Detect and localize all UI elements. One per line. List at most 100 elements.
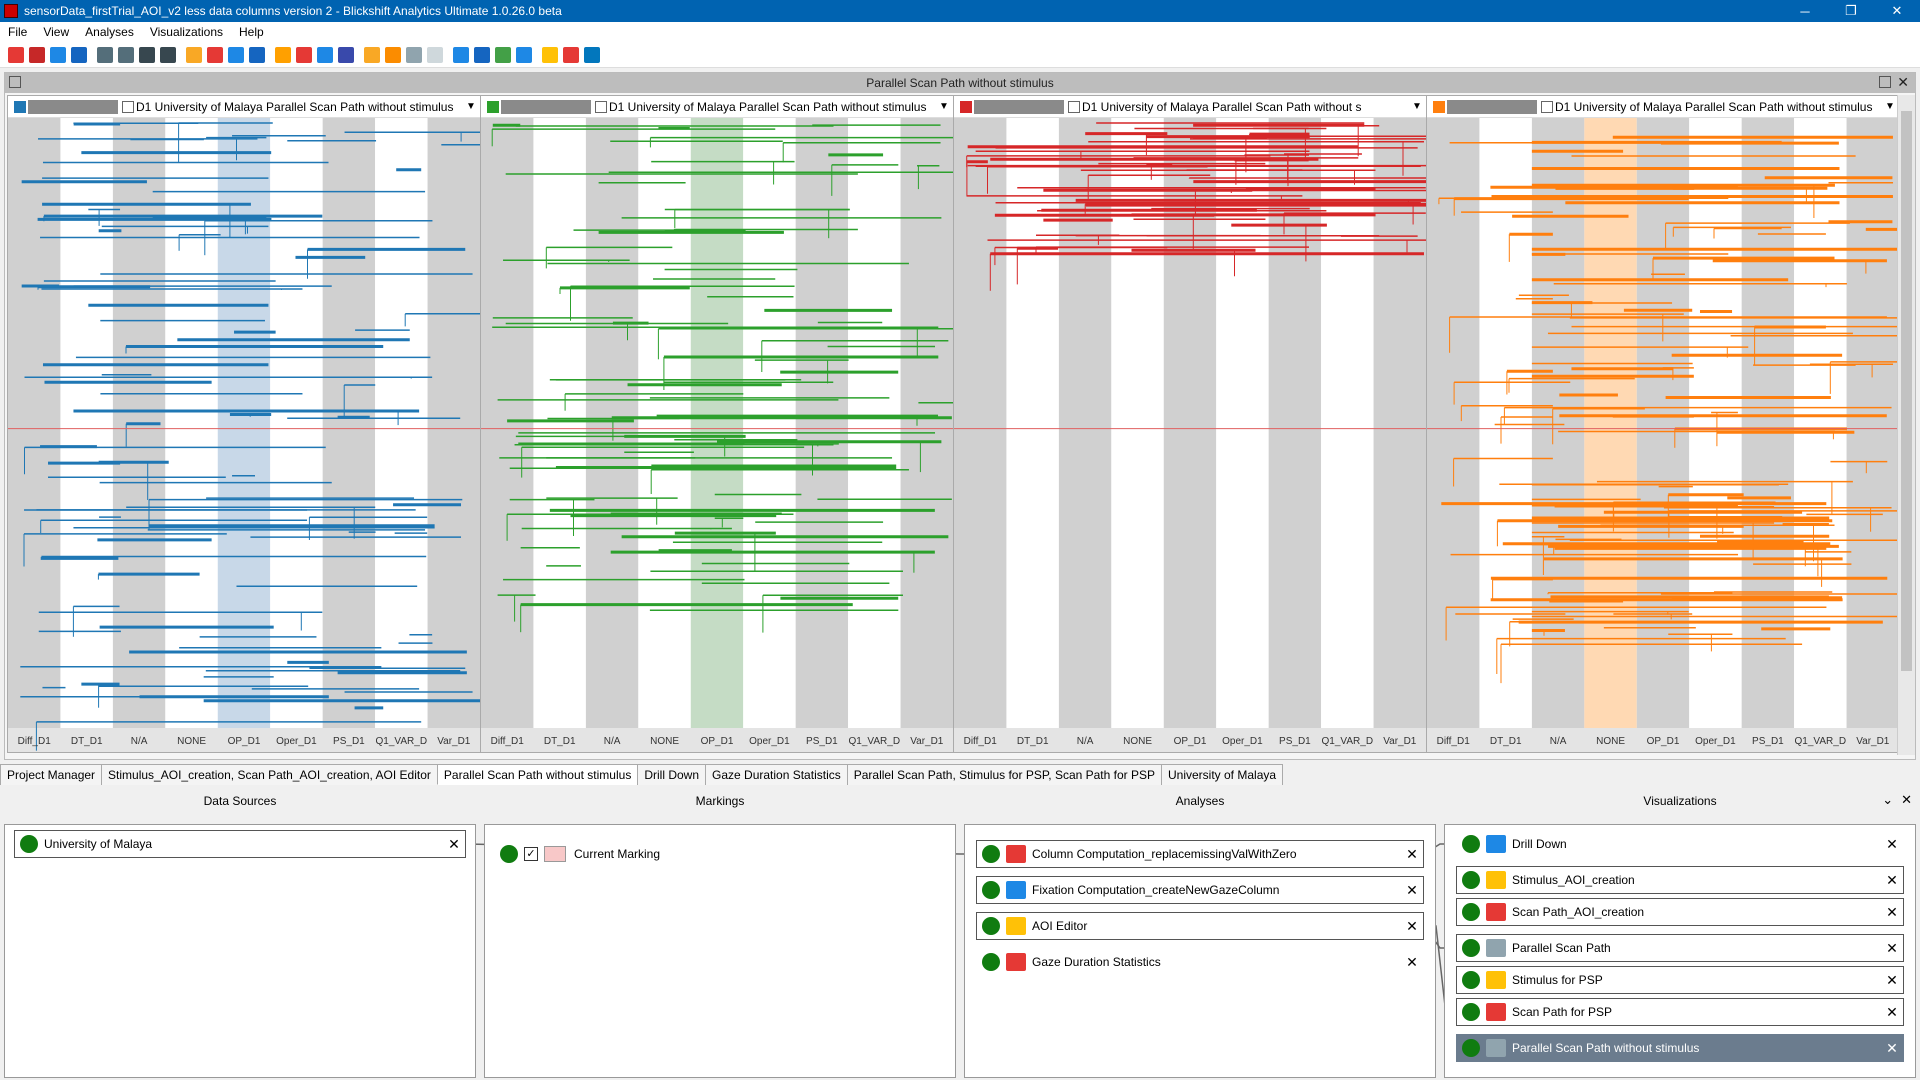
remove-node-icon[interactable]: ✕ <box>1406 845 1418 862</box>
aoi-column-q1vard <box>375 118 428 728</box>
toolbar-icon-16[interactable] <box>364 46 380 63</box>
scan-path-chart[interactable]: Diff_D1 DT_D1 N/A NONE OP_D1 Oper_D1 PS_D1 Q1_V… <box>954 118 1426 752</box>
toolbar-icon-19[interactable] <box>427 46 443 63</box>
remove-node-icon[interactable]: ✕ <box>448 835 460 852</box>
toolbar-icon-3[interactable] <box>71 46 87 63</box>
remove-node-icon[interactable]: ✕ <box>1886 1003 1898 1020</box>
analysis-node-3[interactable]: AOI Editor ✕ <box>976 912 1424 940</box>
panel-checkbox[interactable] <box>1068 100 1080 113</box>
scan-path-panel-3[interactable]: D1 University of Malaya Parallel Scan Pa… <box>953 95 1427 753</box>
close-dataflow-icon[interactable]: ✕ <box>1901 792 1912 807</box>
visualization-node-1[interactable]: Drill Down ✕ <box>1456 830 1904 858</box>
vertical-scrollbar[interactable] <box>1897 95 1915 755</box>
visualization-node-6[interactable]: Scan Path for PSP ✕ <box>1456 998 1904 1026</box>
undock-icon[interactable] <box>1879 76 1891 88</box>
toolbar-icon-13[interactable] <box>296 46 312 63</box>
close-button[interactable]: ✕ <box>1891 3 1903 18</box>
scan-path-panel-4[interactable]: D1 University of Malaya Parallel Scan Pa… <box>1426 95 1900 753</box>
node-label: University of Malaya <box>44 837 153 851</box>
menu-file[interactable]: File <box>8 25 28 39</box>
panel-checkbox[interactable] <box>122 100 134 113</box>
scrollbar-thumb[interactable] <box>1901 111 1912 671</box>
aoi-column-vard1 <box>427 118 480 728</box>
chevron-down-icon[interactable]: ▼ <box>1412 101 1422 112</box>
tab-project-manager[interactable]: Project Manager <box>0 764 103 785</box>
collapse-dataflow-icon[interactable]: ⌄ <box>1882 792 1894 807</box>
scan-path-panel-1[interactable]: D1 University of Malaya Parallel Scan Pa… <box>7 95 481 753</box>
menu-help[interactable]: Help <box>239 25 264 39</box>
remove-node-icon[interactable]: ✕ <box>1406 953 1418 970</box>
scan-path-chart[interactable]: Diff_D1 DT_D1 N/A NONE OP_D1 Oper_D1 PS_D1 Q1_V… <box>481 118 953 752</box>
restore-button[interactable]: ❐ <box>1845 3 1857 18</box>
analysis-node-1[interactable]: Column Computation_replacemissingValWith… <box>976 840 1424 868</box>
aoi-column-q1vard <box>848 118 901 728</box>
toolbar-icon-18[interactable] <box>406 46 422 63</box>
visualization-node-2[interactable]: Stimulus_AOI_creation ✕ <box>1456 866 1904 894</box>
toolbar-icon-24[interactable] <box>542 46 558 63</box>
visualization-node-3[interactable]: Scan Path_AOI_creation ✕ <box>1456 898 1904 926</box>
toolbar-icon-26[interactable] <box>584 46 600 63</box>
toolbar-icon-5[interactable] <box>118 46 134 63</box>
remove-node-icon[interactable]: ✕ <box>1406 881 1418 898</box>
remove-node-icon[interactable]: ✕ <box>1886 939 1898 956</box>
menu-analyses[interactable]: Analyses <box>85 25 134 39</box>
panel-checkbox[interactable] <box>1541 100 1553 113</box>
remove-node-icon[interactable]: ✕ <box>1406 917 1418 934</box>
toolbar-icon-25[interactable] <box>563 46 579 63</box>
close-visualization-icon[interactable]: ✕ <box>1897 74 1909 90</box>
menu-view[interactable]: View <box>43 25 70 39</box>
toolbar-icon-2[interactable] <box>50 46 66 63</box>
visualization-node-5[interactable]: Stimulus for PSP ✕ <box>1456 966 1904 994</box>
tab-parallel-scan-path-without-stimulus[interactable]: Parallel Scan Path without stimulus <box>436 764 639 785</box>
analysis-node-2[interactable]: Fixation Computation_createNewGazeColumn… <box>976 876 1424 904</box>
menu-visualizations[interactable]: Visualizations <box>149 25 223 39</box>
scan-path-chart[interactable]: Diff_D1 DT_D1 N/A NONE OP_D1 Oper_D1 PS_D1 Q1_V… <box>8 118 480 752</box>
toolbar-icon-7[interactable] <box>160 46 176 63</box>
marking-checkbox[interactable]: ✓ <box>524 847 538 861</box>
toolbar-icon-17[interactable] <box>385 46 401 63</box>
visualization-node-7[interactable]: Parallel Scan Path without stimulus ✕ <box>1456 1034 1904 1062</box>
toolbar-icon-14[interactable] <box>317 46 333 63</box>
toolbar-icon-4[interactable] <box>97 46 113 63</box>
tab-drill-down[interactable]: Drill Down <box>637 764 707 785</box>
toolbar-icon-1[interactable] <box>29 46 45 63</box>
scan-path-chart[interactable]: Diff_D1 DT_D1 N/A NONE OP_D1 Oper_D1 PS_D1 Q1_V… <box>1427 118 1899 752</box>
tab-stimulus-aoi-creation-scan-path-aoi-creation-aoi-editor[interactable]: Stimulus_AOI_creation, Scan Path_AOI_cre… <box>101 764 438 785</box>
chevron-down-icon[interactable]: ▼ <box>1885 101 1895 112</box>
tab-parallel-scan-path-stimulus-for-psp-scan-path-for-psp[interactable]: Parallel Scan Path, Stimulus for PSP, Sc… <box>846 764 1162 785</box>
chevron-down-icon[interactable]: ▼ <box>939 101 949 112</box>
scan-path-panel-2[interactable]: D1 University of Malaya Parallel Scan Pa… <box>480 95 954 753</box>
remove-node-icon[interactable]: ✕ <box>1886 903 1898 920</box>
toolbar-icon-9[interactable] <box>207 46 223 63</box>
axis-label: OP_D1 <box>701 736 734 747</box>
toolbar-icon-6[interactable] <box>139 46 155 63</box>
remove-node-icon[interactable]: ✕ <box>1886 1039 1898 1056</box>
panel-checkbox[interactable] <box>595 100 607 113</box>
analysis-node-4[interactable]: Gaze Duration Statistics ✕ <box>976 948 1424 976</box>
tab-gaze-duration-statistics[interactable]: Gaze Duration Statistics <box>705 764 848 785</box>
toolbar-icon-10[interactable] <box>228 46 244 63</box>
toolbar-icon-12[interactable] <box>275 46 291 63</box>
toolbar-icon-20[interactable] <box>453 46 469 63</box>
toolbar-icon-0[interactable] <box>8 46 24 63</box>
chevron-down-icon[interactable]: ▼ <box>466 101 476 112</box>
remove-node-icon[interactable]: ✕ <box>1886 971 1898 988</box>
aoi-column-vard1 <box>1846 118 1899 728</box>
remove-node-icon[interactable]: ✕ <box>1886 871 1898 888</box>
toolbar-icon-11[interactable] <box>249 46 265 63</box>
axis-label: OP_D1 <box>228 736 261 747</box>
toolbar-icon-15[interactable] <box>338 46 354 63</box>
data-source-university-of-malaya[interactable]: University of Malaya ✕ <box>14 830 466 858</box>
scan-path-icon <box>1486 1003 1506 1021</box>
remove-node-icon[interactable]: ✕ <box>1886 835 1898 852</box>
toolbar-icon-22[interactable] <box>495 46 511 63</box>
minimize-button[interactable]: ─ <box>1800 3 1810 19</box>
toolbar-icon-23[interactable] <box>516 46 532 63</box>
toolbar-icon-8[interactable] <box>186 46 202 63</box>
collapse-icon[interactable] <box>9 76 21 88</box>
visualization-node-4[interactable]: Parallel Scan Path ✕ <box>1456 934 1904 962</box>
marking-current-marking[interactable]: ✓ Current Marking <box>494 840 794 868</box>
tab-university-of-malaya[interactable]: University of Malaya <box>1161 764 1284 785</box>
toolbar-icon-21[interactable] <box>474 46 490 63</box>
node-label: Fixation Computation_createNewGazeColumn <box>1032 883 1280 897</box>
